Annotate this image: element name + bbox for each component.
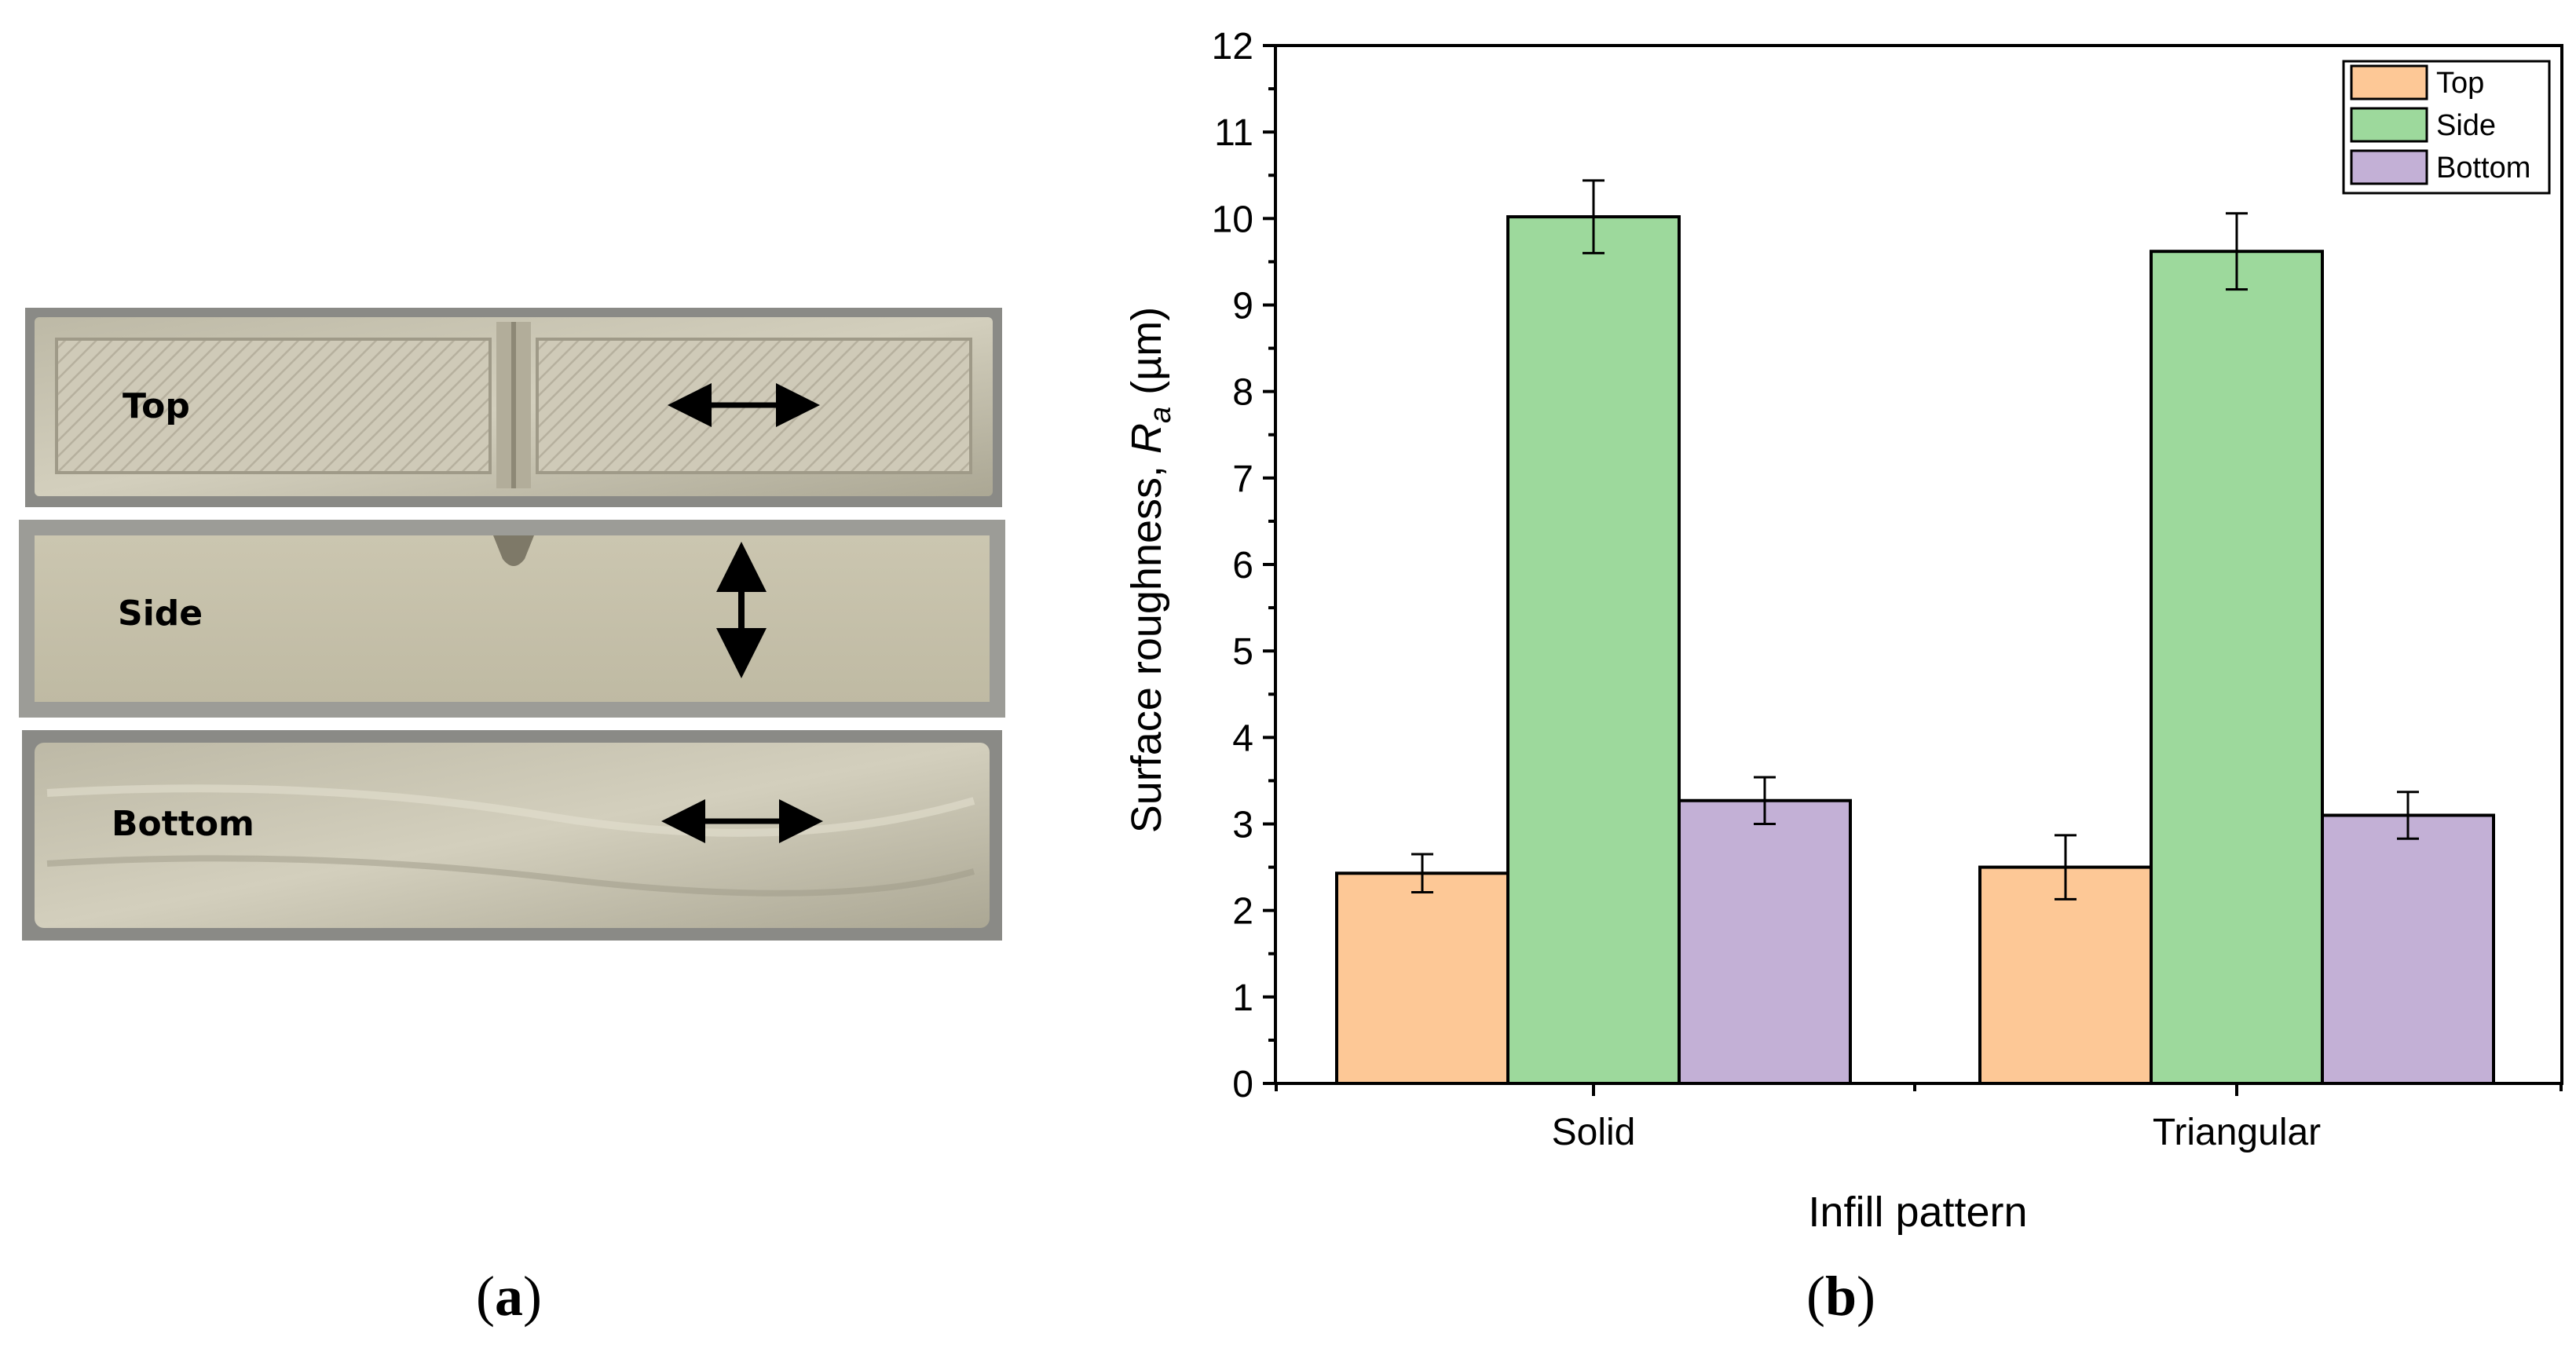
x-axis-label: Infill pattern	[1808, 1189, 2027, 1236]
y-tick-label-8: 8	[1232, 372, 1253, 414]
x-tick-label-solid: Solid	[1552, 1112, 1636, 1153]
y-axis-label-symbol: R	[1123, 423, 1170, 454]
caption-b: (b)	[1806, 1264, 1875, 1329]
y-tick-label-2: 2	[1232, 891, 1253, 933]
specimen-bottom: Bottom	[22, 730, 1002, 941]
y-tick-label-7: 7	[1232, 458, 1253, 500]
bar-triangular-top	[1978, 865, 2153, 1086]
y-tick-label-1: 1	[1232, 977, 1253, 1019]
y-tick-label-12: 12	[1212, 26, 1253, 68]
specimen-photos: Top Side Bottom	[19, 308, 1005, 941]
bar-solid-side	[1506, 215, 1681, 1085]
bar-triangular-side	[2150, 250, 2324, 1085]
legend-label-top: Top	[2436, 67, 2484, 100]
x-tick-label-triangular: Triangular	[2153, 1112, 2321, 1153]
y-tick-label-4: 4	[1232, 718, 1253, 759]
y-tick-label-0: 0	[1232, 1064, 1253, 1105]
caption-a: (a)	[476, 1264, 542, 1329]
y-tick-label-11: 11	[1214, 112, 1253, 154]
legend-label-bottom: Bottom	[2436, 152, 2530, 184]
legend-swatch-top	[2350, 64, 2428, 100]
specimen-label-side: Side	[118, 594, 203, 634]
legend-label-side: Side	[2436, 109, 2496, 142]
y-axis-label-subscript: a	[1144, 407, 1177, 423]
y-axis-label: Surface roughness, Ra (µm)	[1123, 307, 1177, 834]
y-axis-label-prefix: Surface roughness,	[1123, 454, 1170, 833]
legend-swatch-bottom	[2350, 149, 2428, 185]
caption-a-close: )	[522, 1265, 542, 1328]
y-tick-label-3: 3	[1232, 805, 1253, 846]
specimen-label-top: Top	[123, 386, 190, 426]
legend-box	[2342, 60, 2551, 195]
legend-swatch-side	[2350, 107, 2428, 143]
caption-a-open: (	[476, 1265, 495, 1328]
specimen-top: Top	[25, 308, 1002, 507]
plot-frame	[1274, 44, 2563, 1085]
y-tick-label-6: 6	[1232, 545, 1253, 586]
bar-solid-bottom	[1678, 798, 1852, 1085]
caption-a-letter: a	[494, 1265, 523, 1328]
caption-b-open: (	[1806, 1265, 1825, 1328]
y-tick-label-5: 5	[1232, 631, 1253, 673]
y-axis-label-unit: (µm)	[1123, 307, 1170, 407]
specimen-label-bottom: Bottom	[112, 804, 254, 844]
bar-solid-top	[1335, 871, 1509, 1086]
y-tick-label-9: 9	[1232, 286, 1253, 327]
bar-triangular-bottom	[2321, 813, 2495, 1085]
caption-b-letter: b	[1824, 1265, 1857, 1328]
caption-b-close: )	[1857, 1265, 1876, 1328]
specimen-side: Side	[19, 520, 1005, 718]
y-tick-label-10: 10	[1212, 199, 1253, 240]
